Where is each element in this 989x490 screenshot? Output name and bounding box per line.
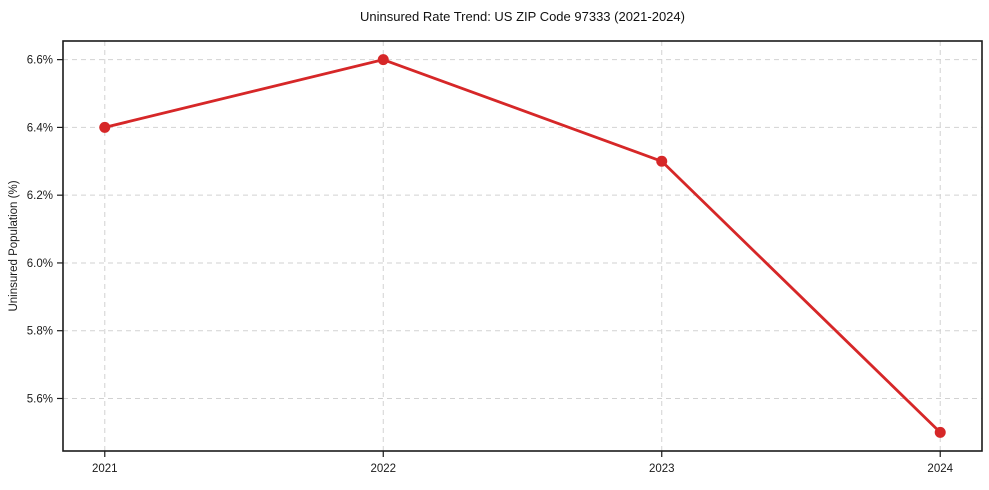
y-tick-label: 6.0%: [27, 258, 53, 270]
x-tick-label: 2023: [649, 463, 675, 475]
y-tick-label: 6.6%: [27, 55, 53, 67]
y-tick-label: 6.4%: [27, 122, 53, 134]
data-point-2023: [656, 155, 668, 167]
x-tick-label: 2024: [927, 463, 953, 475]
y-tick-label: 6.2%: [27, 190, 53, 202]
plot-border: [62, 40, 983, 452]
x-tick-label: 2021: [92, 463, 118, 475]
y-tick-label: 5.6%: [27, 393, 53, 405]
data-point-2021: [99, 121, 111, 133]
data-point-2024: [934, 426, 946, 438]
x-tick-label: 2022: [370, 463, 396, 475]
chart-title: Uninsured Rate Trend: US ZIP Code 97333 …: [360, 9, 685, 24]
y-tick-label: 5.8%: [27, 326, 53, 338]
data-point-2022: [377, 54, 389, 66]
trend-line: [103, 58, 942, 434]
